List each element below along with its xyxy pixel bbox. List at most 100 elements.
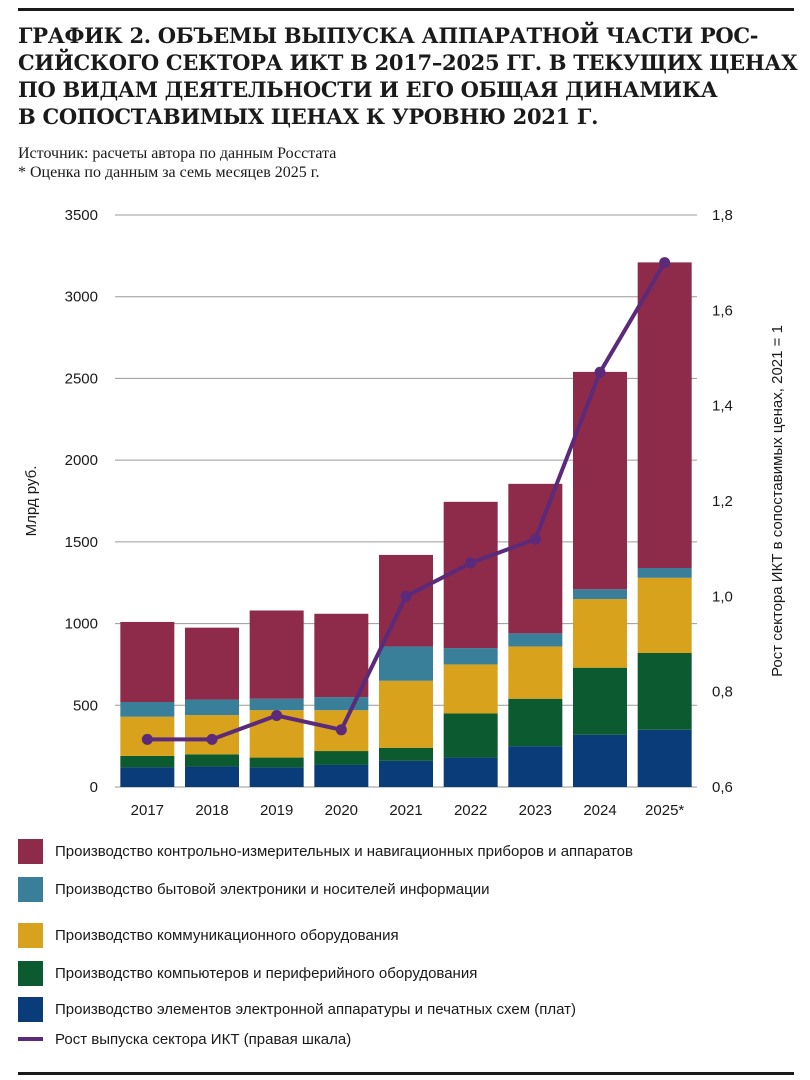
- legend-item-communication: Производство коммуникационного оборудова…: [18, 920, 399, 950]
- legend-swatch-computers: [18, 960, 43, 986]
- bar-segment-s4-2018: [185, 627, 239, 700]
- x-tick-label: 2017: [131, 802, 164, 819]
- bar-segment-s1-2020: [314, 751, 369, 765]
- x-tick-label: 2022: [454, 802, 487, 819]
- x-tick-label: 2024: [583, 802, 616, 819]
- bar-segment-s0-2018: [185, 766, 239, 787]
- bar-segment-s0-2017: [120, 767, 175, 787]
- y-tick-label: 3000: [65, 289, 98, 306]
- y-tick-label: 0: [90, 779, 98, 796]
- footnote-text: * Оценка по данным за семь месяцев 2025 …: [18, 164, 320, 181]
- bar-segment-s4-2025*: [637, 262, 692, 569]
- x-tick-label: 2023: [519, 802, 552, 819]
- bar-segment-s1-2023: [508, 698, 563, 747]
- x-tick-label: 2025*: [645, 802, 684, 819]
- bar-segment-s0-2025*: [637, 729, 692, 787]
- growth-point-2018: [206, 733, 218, 745]
- bar-segment-s3-2017: [120, 702, 175, 717]
- bar-segment-s3-2024: [573, 589, 627, 600]
- bar-segment-s4-2023: [508, 483, 563, 634]
- y-tick-label: 3500: [65, 207, 98, 224]
- y-tick-label: 1000: [65, 616, 98, 633]
- legend-swatch-consumer-electronics: [18, 876, 43, 902]
- y2-axis-title: Рост сектора ИКТ в сопоставимых ценах, 2…: [769, 325, 786, 677]
- bar-segment-s3-2019: [249, 698, 304, 711]
- bar-segment-s1-2018: [185, 754, 239, 767]
- stacked-bar-chart: 0 500 1000 1500 2000 2500 3000 3500 0,6 0,8 1,0 1,2…: [23, 207, 786, 819]
- bar-segment-s0-2020: [314, 764, 369, 787]
- y2-tick-label: 1,8: [712, 207, 733, 224]
- y2-tick-label: 0,6: [712, 779, 733, 796]
- top-rule: [18, 8, 794, 11]
- bar-segment-s2-2024: [573, 599, 627, 668]
- legend-item-growth-line: Рост выпуска сектора ИКТ (правая шкала): [18, 1024, 351, 1054]
- bar-segment-s3-2025*: [637, 568, 692, 578]
- bar-segment-s1-2022: [443, 713, 498, 758]
- bar-segment-s0-2019: [249, 767, 304, 787]
- x-tick-label: 2019: [260, 802, 293, 819]
- bar-segment-s2-2021: [379, 680, 433, 748]
- legend-label-components: Производство элементов электронной аппар…: [55, 1000, 576, 1018]
- bar-segment-s4-2022: [443, 501, 498, 649]
- growth-line-layer: [141, 257, 671, 745]
- bar-segment-s0-2022: [443, 757, 498, 787]
- bar-segment-s4-2017: [120, 621, 175, 703]
- bar-segment-s3-2018: [185, 699, 239, 716]
- legend-item-instruments: Производство контрольно-измерительных и …: [18, 836, 633, 866]
- bars: [120, 262, 692, 787]
- y2-tick-label: 1,6: [712, 302, 733, 319]
- source-text: Источник: расчеты автора по данным Росст…: [18, 145, 337, 162]
- y-tick-label: 1500: [65, 534, 98, 551]
- bar-segment-s2-2025*: [637, 577, 692, 653]
- bar-segment-s4-2019: [249, 610, 304, 699]
- bar-segment-s2-2022: [443, 664, 498, 714]
- y-axis-title: Млрд руб.: [23, 466, 40, 537]
- legend-swatch-growth-line: [18, 1037, 43, 1041]
- bar-segment-s0-2023: [508, 746, 563, 787]
- bar-segment-s4-2024: [573, 371, 627, 590]
- bar-segment-s3-2020: [314, 697, 369, 711]
- y2-tick-label: 0,8: [712, 684, 733, 701]
- bar-segment-s2-2023: [508, 646, 563, 699]
- x-tick-label: 2021: [389, 802, 422, 819]
- legend-item-consumer-electronics: Производство бытовой электроники и носит…: [18, 874, 489, 904]
- growth-point-2020: [335, 724, 347, 736]
- growth-point-2023: [529, 533, 541, 545]
- bar-segment-s3-2022: [443, 648, 498, 665]
- legend-label-instruments: Производство контрольно-измерительных и …: [55, 842, 633, 860]
- y-tick-label: 2500: [65, 370, 98, 387]
- bar-segment-s3-2021: [379, 646, 433, 681]
- growth-point-2024: [594, 366, 606, 378]
- bar-segment-s0-2024: [573, 734, 627, 787]
- legend-item-components: Производство элементов электронной аппар…: [18, 994, 576, 1024]
- y2-tick-label: 1,2: [712, 493, 733, 510]
- bar-segment-s0-2021: [379, 760, 433, 787]
- growth-point-2019: [271, 710, 283, 721]
- bar-segment-s1-2019: [249, 757, 304, 768]
- axis-labels: 0 500 1000 1500 2000 2500 3000 3500 0,6 0,8 1,0 1,2…: [65, 207, 733, 819]
- bar-segment-s1-2024: [573, 667, 627, 735]
- growth-point-2022: [465, 557, 477, 569]
- bottom-rule: [18, 1072, 794, 1075]
- title-line-2: СИЙСКОГО СЕКТОРА ИКТ В 2017–2025 ГГ. В Т…: [18, 50, 798, 75]
- legend-label-communication: Производство коммуникационного оборудова…: [55, 926, 399, 944]
- y-tick-label: 2000: [65, 452, 98, 469]
- legend-label-growth-line: Рост выпуска сектора ИКТ (правая шкала): [55, 1030, 352, 1048]
- y2-tick-label: 1,0: [712, 588, 733, 605]
- legend-swatch-instruments: [18, 838, 43, 864]
- x-tick-label: 2020: [325, 802, 358, 819]
- growth-point-2017: [141, 733, 153, 745]
- growth-point-2025*: [659, 257, 671, 269]
- bar-segment-s1-2017: [120, 755, 175, 768]
- legend-swatch-components: [18, 996, 43, 1022]
- title-line-4: В СОПОСТАВИМЫХ ЦЕНАХ К УРОВНЮ 2021 Г.: [18, 104, 599, 129]
- legend-item-computers: Производство компьютеров и периферийного…: [18, 958, 477, 988]
- bar-segment-s1-2025*: [637, 652, 692, 730]
- chart-title: ГРАФИК 2. ОБЪЕМЫ ВЫПУСКА АППАРАТНОЙ ЧАСТ…: [18, 22, 798, 130]
- source-notes: Источник: расчеты автора по данным Росст…: [18, 144, 336, 182]
- legend-label-computers: Производство компьютеров и периферийного…: [55, 964, 478, 982]
- legend-label-consumer-electronics: Производство бытовой электроники и носит…: [55, 880, 490, 898]
- legend-swatch-communication: [18, 922, 43, 948]
- bar-segment-s1-2021: [379, 747, 433, 761]
- title-line-1: ГРАФИК 2. ОБЪЕМЫ ВЫПУСКА АППАРАТНОЙ ЧАСТ…: [18, 23, 759, 48]
